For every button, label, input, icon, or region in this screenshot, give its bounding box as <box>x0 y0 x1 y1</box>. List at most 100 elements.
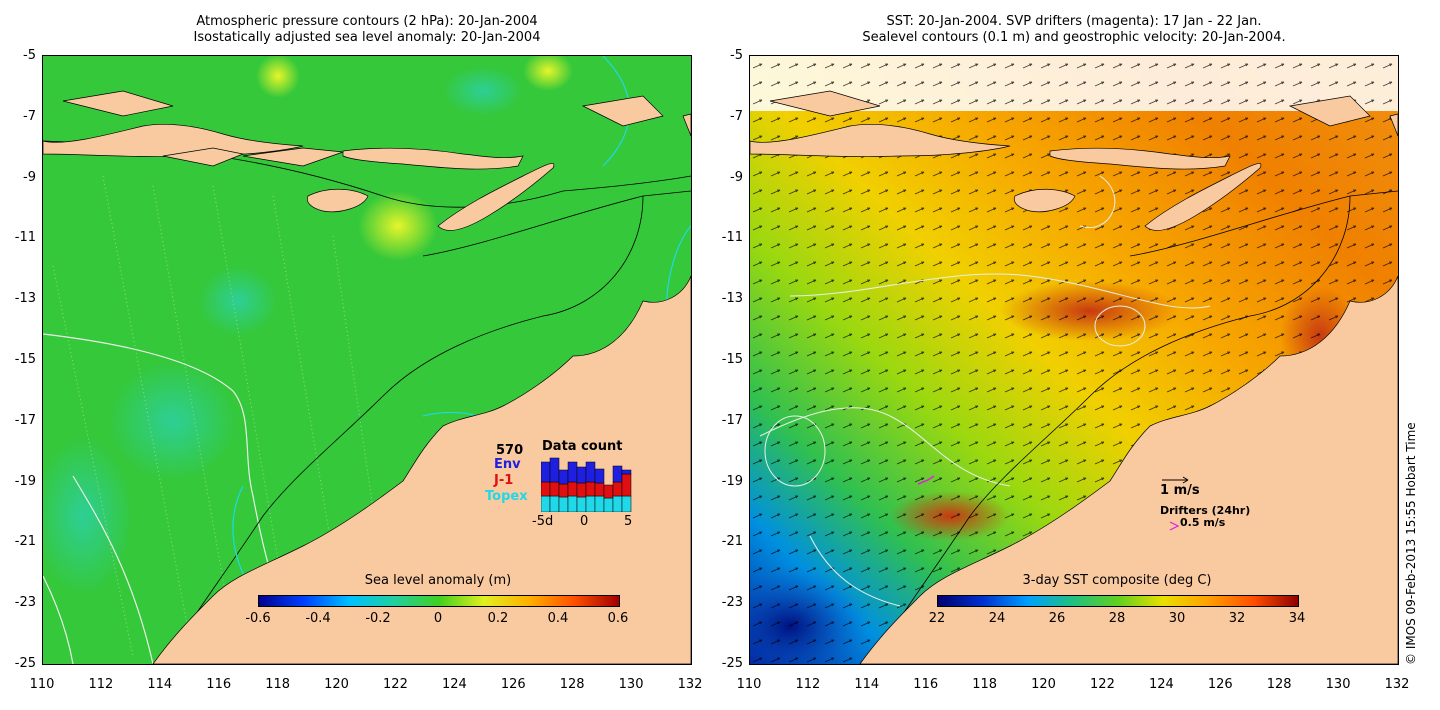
topex-bar <box>541 495 551 512</box>
jason-bar <box>558 483 569 498</box>
flores-island <box>342 147 524 170</box>
right-y-tick-label: -5 <box>730 48 743 63</box>
drifter-scale-arrow <box>1169 521 1180 531</box>
left-x-tick-label: 132 <box>677 677 703 692</box>
colorbar-tick-label: 28 <box>1108 611 1126 626</box>
right-y-tick-label: -25 <box>721 656 743 671</box>
data-count-x-tick: 5 <box>624 514 633 529</box>
left-y-tick-label: -19 <box>14 473 36 489</box>
data-count-histogram <box>541 457 632 512</box>
colorbar-tick-label: 0.2 <box>487 611 509 626</box>
left-y-tick-label: -7 <box>23 108 36 124</box>
copyright-notice: © IMOS 09-Feb-2013 15:55 Hobart Time <box>1404 422 1418 665</box>
jason-label: J-1 <box>494 473 514 488</box>
colorbar-tick-label: -0.2 <box>365 611 391 626</box>
right-y-tick-label: -17 <box>721 412 743 428</box>
pressure-contour <box>43 575 74 664</box>
left-x-tick-label: 122 <box>383 677 408 692</box>
right-y-tick-label: -11 <box>721 230 743 246</box>
velocity-scale-label: 1 m/s <box>1160 483 1200 498</box>
right-x-tick-label: 122 <box>1090 677 1115 692</box>
envisat-bar <box>558 469 569 485</box>
left-x-tick-label: 120 <box>324 677 349 692</box>
colorbar-tick-label: 24 <box>988 611 1006 626</box>
envisat-bar <box>541 461 551 483</box>
timor-island <box>437 163 555 231</box>
colorbar-tick-label: 32 <box>1228 611 1246 626</box>
satellite-track <box>52 175 384 657</box>
right-x-tick-label: 118 <box>972 677 998 692</box>
envisat-bar <box>576 466 587 484</box>
right-x-tick-label: 114 <box>854 677 880 692</box>
envisat-bar <box>567 461 578 483</box>
data-count-x-tick: -5d <box>532 514 554 529</box>
flores-island <box>1049 147 1231 170</box>
sumba-island <box>306 188 369 213</box>
right-y-tick-label: -23 <box>721 595 743 611</box>
right-title-line2: Sealevel contours (0.1 m) and geostrophi… <box>862 30 1286 45</box>
right-x-tick-label: 124 <box>1148 677 1174 692</box>
northern-islands <box>62 90 691 137</box>
left-y-tick-label: -23 <box>14 595 36 611</box>
data-count-x-tick: 0 <box>580 514 589 529</box>
colorbar-tick-label: 0 <box>433 611 443 626</box>
northern-islands <box>769 90 1398 137</box>
envisat-bar <box>585 461 596 483</box>
topex-bar <box>576 496 587 512</box>
left-x-tick-label: 130 <box>618 677 644 692</box>
right-x-tick-label: 130 <box>1325 677 1351 692</box>
left-x-tick-label: 128 <box>559 677 585 692</box>
colorbar-tick-label: 34 <box>1288 611 1306 626</box>
java-island <box>43 123 304 157</box>
left-y-tick-label: -11 <box>14 230 36 246</box>
australia-landmass <box>859 275 1398 664</box>
right-x-tick-label: 112 <box>795 677 821 692</box>
sea-level-anomaly-map[interactable] <box>42 55 692 665</box>
envisat-bar <box>549 457 560 483</box>
left-x-tick-label: 110 <box>29 677 55 692</box>
anomaly-blob-low <box>108 361 238 481</box>
jason-bar <box>585 481 596 497</box>
topex-label: Topex <box>485 489 528 504</box>
right-x-tick-label: 110 <box>736 677 762 692</box>
left-title-line1: Atmospheric pressure contours (2 hPa): 2… <box>196 14 538 29</box>
envisat-bar <box>621 469 632 475</box>
right-x-tick-label: 132 <box>1384 677 1410 692</box>
topex-bar <box>594 495 605 512</box>
pressure-contour <box>72 475 154 664</box>
left-x-tick-label: 112 <box>88 677 114 692</box>
colorbar-tick-label: 0.4 <box>547 611 569 626</box>
jason-bar <box>621 473 632 497</box>
right-y-tick-label: -9 <box>730 169 743 185</box>
jason-bar <box>567 481 578 497</box>
sea-level-colorbar <box>258 595 620 607</box>
data-count-total: 570 <box>496 443 524 458</box>
right-y-tick-label: -7 <box>730 108 743 124</box>
right-title-line1: SST: 20-Jan-2004. SVP drifters (magenta)… <box>886 14 1262 29</box>
sst-map-svg <box>750 56 1398 664</box>
envisat-bar <box>594 468 605 484</box>
topex-bar <box>585 495 596 512</box>
anomaly-blob-low <box>443 66 523 116</box>
right-y-tick-label: -13 <box>721 291 743 307</box>
right-y-tick-label: -19 <box>721 473 743 489</box>
drifters-label: Drifters (24hr) <box>1160 504 1251 517</box>
envisat-label: Env <box>494 457 521 472</box>
sealevel-contour <box>759 175 1211 607</box>
sealevel-contour <box>1094 305 1146 347</box>
sst-map[interactable] <box>749 55 1399 665</box>
left-x-tick-label: 126 <box>500 677 526 692</box>
right-x-tick-label: 116 <box>913 677 939 692</box>
colorbar-tick-label: 22 <box>928 611 946 626</box>
anomaly-blob-high <box>358 191 438 261</box>
velocity-scale-arrowhead <box>1182 476 1189 484</box>
colorbar-tick-label: 0.6 <box>607 611 629 626</box>
anomaly-blob-high <box>256 56 300 98</box>
jason-bar <box>594 482 605 497</box>
colorbar-tick-label: 30 <box>1168 611 1186 626</box>
jason-bar <box>576 482 587 498</box>
jason-bar <box>541 481 551 497</box>
drifter-scale-label: 0.5 m/s <box>1180 516 1226 529</box>
colorbar-tick-label: -0.4 <box>305 611 331 626</box>
anomaly-blob-low <box>198 266 278 336</box>
